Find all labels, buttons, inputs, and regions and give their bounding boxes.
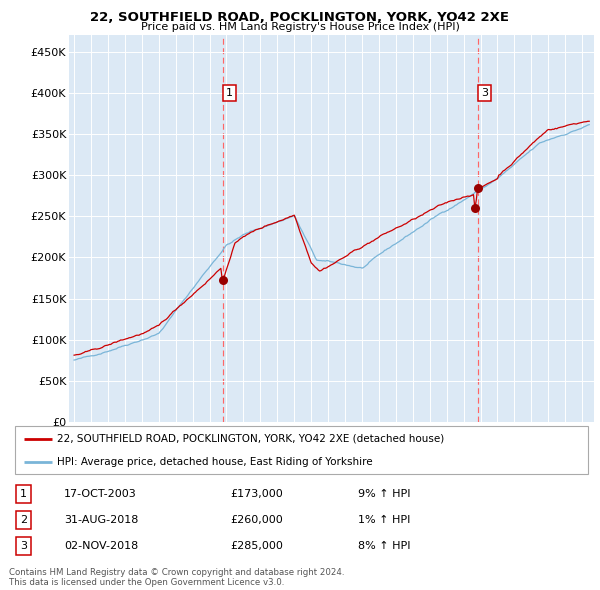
Text: HPI: Average price, detached house, East Riding of Yorkshire: HPI: Average price, detached house, East… — [57, 457, 373, 467]
Text: 3: 3 — [481, 88, 488, 98]
Text: Contains HM Land Registry data © Crown copyright and database right 2024.
This d: Contains HM Land Registry data © Crown c… — [9, 568, 344, 587]
Text: 1: 1 — [20, 489, 27, 499]
Text: 31-AUG-2018: 31-AUG-2018 — [64, 515, 139, 525]
Text: 17-OCT-2003: 17-OCT-2003 — [64, 489, 137, 499]
Text: Price paid vs. HM Land Registry's House Price Index (HPI): Price paid vs. HM Land Registry's House … — [140, 22, 460, 32]
Text: 1: 1 — [226, 88, 233, 98]
Text: 9% ↑ HPI: 9% ↑ HPI — [358, 489, 410, 499]
FancyBboxPatch shape — [15, 426, 588, 474]
Text: 22, SOUTHFIELD ROAD, POCKLINGTON, YORK, YO42 2XE (detached house): 22, SOUTHFIELD ROAD, POCKLINGTON, YORK, … — [57, 434, 444, 444]
Text: £260,000: £260,000 — [230, 515, 283, 525]
Text: 2: 2 — [20, 515, 27, 525]
Text: 22, SOUTHFIELD ROAD, POCKLINGTON, YORK, YO42 2XE: 22, SOUTHFIELD ROAD, POCKLINGTON, YORK, … — [91, 11, 509, 24]
Text: 3: 3 — [20, 541, 27, 551]
Text: £173,000: £173,000 — [230, 489, 283, 499]
Text: £285,000: £285,000 — [230, 541, 283, 551]
Text: 1% ↑ HPI: 1% ↑ HPI — [358, 515, 410, 525]
Text: 02-NOV-2018: 02-NOV-2018 — [64, 541, 139, 551]
Text: 8% ↑ HPI: 8% ↑ HPI — [358, 541, 410, 551]
